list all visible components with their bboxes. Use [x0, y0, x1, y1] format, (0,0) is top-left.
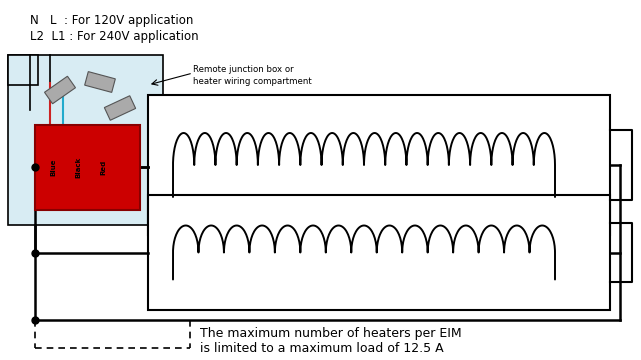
Text: L2  L1 : For 240V application: L2 L1 : For 240V application [30, 30, 199, 43]
Bar [148, 95, 610, 235]
Bar [8, 55, 163, 225]
Text: Blue: Blue [50, 159, 56, 176]
Text: Remote junction box or
heater wiring compartment: Remote junction box or heater wiring com… [193, 65, 312, 86]
Bar [148, 195, 610, 310]
Polygon shape [85, 72, 115, 93]
Text: Red: Red [100, 160, 106, 175]
Text: Black: Black [75, 157, 81, 178]
Text: N   L  : For 120V application: N L : For 120V application [30, 14, 194, 27]
Text: The maximum number of heaters per EIM: The maximum number of heaters per EIM [200, 327, 462, 340]
Polygon shape [104, 96, 136, 120]
Text: is limited to a maximum load of 12.5 A: is limited to a maximum load of 12.5 A [200, 342, 444, 355]
Bar [35, 125, 140, 210]
Polygon shape [44, 76, 76, 104]
Bar [8, 55, 38, 85]
